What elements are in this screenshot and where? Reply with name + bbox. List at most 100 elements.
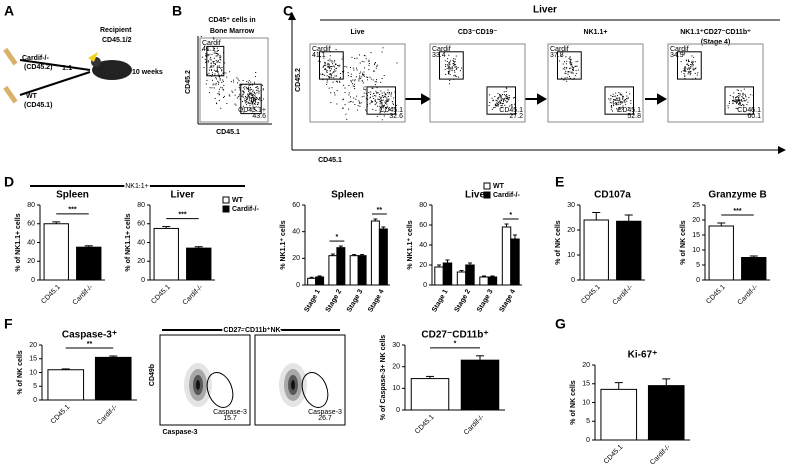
event-dot — [694, 72, 696, 74]
event-dot — [259, 99, 261, 101]
y-tick-label: 20 — [692, 217, 700, 224]
event-dot — [381, 102, 383, 104]
event-dot — [566, 76, 568, 78]
event-dot — [569, 61, 571, 63]
event-dot — [499, 100, 501, 102]
event-dot — [228, 94, 230, 96]
event-dot — [324, 63, 326, 65]
event-dot — [448, 72, 450, 74]
event-dot — [506, 94, 508, 96]
event-dot — [257, 90, 259, 92]
event-dot — [352, 101, 354, 103]
event-dot — [251, 101, 253, 103]
event-dot — [619, 108, 621, 110]
event-dot — [249, 92, 251, 94]
event-dot — [627, 107, 629, 109]
event-dot — [387, 89, 389, 91]
axis-label: CD45.1 — [216, 129, 240, 136]
y-axis-label: % of NK cells — [17, 350, 24, 394]
panel-letter: A — [4, 3, 14, 19]
event-dot — [336, 80, 338, 82]
event-dot — [255, 87, 257, 89]
event-dot — [684, 77, 686, 79]
event-dot — [219, 93, 221, 95]
event-dot — [620, 94, 622, 96]
event-dot — [391, 92, 393, 94]
event-dot — [249, 90, 251, 92]
event-dot — [382, 105, 384, 107]
y-axis-label: % of NK1.1+ cells — [125, 213, 132, 271]
event-dot — [379, 100, 381, 102]
event-dot — [207, 54, 209, 56]
event-dot — [688, 61, 690, 63]
event-dot — [683, 73, 685, 75]
event-dot — [364, 75, 366, 77]
event-dot — [380, 98, 382, 100]
event-dot — [489, 94, 491, 96]
event-dot — [569, 56, 571, 58]
y-tick-label: 0 — [586, 437, 590, 444]
gate-label: CD45.1 — [617, 107, 641, 114]
event-dot — [374, 62, 376, 64]
event-dot — [256, 86, 258, 88]
event-dot — [365, 92, 367, 94]
chart-title: Granzyme B — [708, 190, 766, 201]
event-dot — [247, 87, 249, 89]
event-dot — [571, 65, 573, 67]
event-dot — [250, 88, 252, 90]
event-dot — [246, 101, 248, 103]
event-dot — [210, 59, 212, 61]
y-tick-label: 0 — [141, 277, 145, 284]
event-dot — [248, 95, 250, 97]
event-dot — [743, 104, 745, 106]
event-dot — [216, 47, 218, 49]
y-tick-label: 20 — [582, 362, 590, 369]
y-tick-label: 10 — [29, 369, 37, 376]
event-dot — [214, 48, 216, 50]
event-dot — [385, 100, 387, 102]
event-dot — [248, 92, 250, 94]
event-dot — [378, 99, 380, 101]
event-dot — [688, 69, 690, 71]
event-dot — [247, 102, 249, 104]
event-dot — [210, 65, 212, 67]
event-dot — [622, 95, 624, 97]
event-dot — [621, 102, 623, 104]
event-dot — [377, 92, 379, 94]
y-axis-label: % of NK1.1+ cells — [15, 213, 22, 271]
event-dot — [494, 104, 496, 106]
event-dot — [506, 88, 508, 90]
event-dot — [691, 64, 693, 66]
legend-swatch — [483, 191, 491, 199]
bar — [741, 257, 767, 281]
event-dot — [252, 97, 254, 99]
event-dot — [360, 78, 362, 80]
event-dot — [374, 94, 376, 96]
event-dot — [449, 70, 451, 72]
event-dot — [455, 66, 457, 68]
event-dot — [339, 64, 341, 66]
event-dot — [620, 108, 622, 110]
event-dot — [457, 66, 459, 68]
event-dot — [336, 67, 338, 69]
gate — [301, 372, 329, 408]
event-dot — [744, 100, 746, 102]
event-dot — [336, 90, 338, 92]
event-dot — [253, 100, 255, 102]
event-dot — [363, 88, 365, 90]
event-dot — [253, 107, 255, 109]
event-dot — [500, 97, 502, 99]
event-dot — [692, 61, 694, 63]
event-dot — [200, 35, 202, 37]
event-dot — [364, 55, 366, 57]
event-dot — [342, 107, 344, 109]
event-dot — [330, 74, 332, 76]
event-dot — [369, 97, 371, 99]
axis-label: CD45.2 — [185, 70, 192, 94]
event-dot — [746, 99, 748, 101]
event-dot — [622, 97, 624, 99]
event-dot — [497, 105, 499, 107]
y-tick-label: 20 — [419, 262, 427, 269]
event-dot — [569, 58, 571, 60]
event-dot — [618, 101, 620, 103]
